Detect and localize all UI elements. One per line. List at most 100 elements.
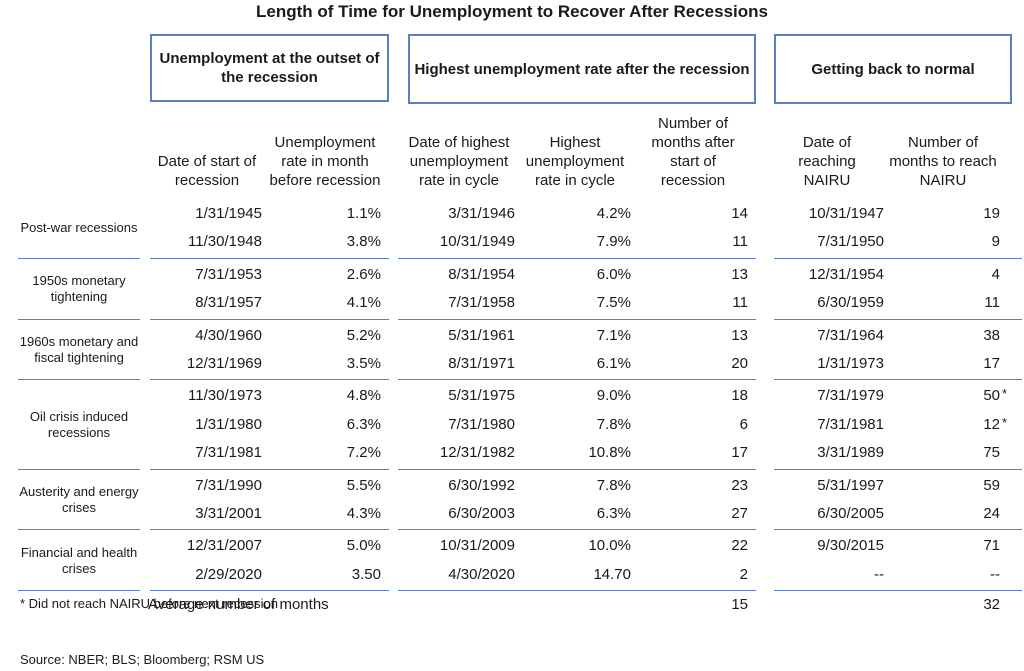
cell-start: 1/31/1980 bbox=[195, 415, 262, 433]
cell-nairu-date: 7/31/1950 bbox=[817, 233, 884, 251]
cell-rate-before: 5.2% bbox=[346, 326, 381, 344]
cell-months-nairu: 50 bbox=[983, 387, 1000, 405]
table-row: 12/31/2007 5.0% 10/31/2009 10.0% 22 9/30/2015… bbox=[0, 532, 1024, 560]
cell-start: 3/31/2001 bbox=[195, 505, 262, 522]
group-label-text: 1960s monetary and fiscal tightening bbox=[19, 333, 139, 365]
group-header-highest: Highest unemployment rate after the rece… bbox=[408, 34, 756, 104]
cell-nairu-date: 6/30/1959 bbox=[817, 294, 884, 312]
cell-months-peak: 23 bbox=[731, 476, 748, 494]
group-header-normal: Getting back to normal bbox=[774, 34, 1012, 104]
cell-nairu-date: 6/30/2005 bbox=[817, 505, 884, 522]
cell-start: 1/31/1945 bbox=[195, 205, 262, 222]
group-separator bbox=[774, 257, 1022, 259]
group-header-outset-label: Unemployment at the outset of the recess… bbox=[159, 50, 380, 86]
group-label: 1950s monetary tightening bbox=[18, 261, 140, 318]
cell-peak-date: 5/31/1961 bbox=[448, 326, 515, 344]
cell-months-nairu: 71 bbox=[983, 537, 1000, 555]
group-label: Post-war recessions bbox=[18, 200, 140, 257]
table-row: 7/31/1990 5.5% 6/30/1992 7.8% 23 5/31/1997 59 bbox=[0, 472, 1024, 500]
cell-peak-date: 7/31/1958 bbox=[448, 294, 515, 312]
col-header-rate-before: Unemployment rate in month before recess… bbox=[266, 110, 384, 190]
col-header-months-nairu-text: Number of months to reach NAIRU bbox=[889, 134, 997, 189]
cell-rate-before: 5.5% bbox=[346, 476, 381, 494]
col-header-start: Date of start of recession bbox=[145, 110, 269, 190]
cell-start: 7/31/1953 bbox=[195, 265, 262, 283]
cell-months-nairu: 17 bbox=[983, 355, 1000, 372]
table-row: 11/30/1948 3.8% 10/31/1949 7.9% 11 7/31/1950 9 bbox=[0, 228, 1024, 256]
cell-rate-before: 2.6% bbox=[346, 265, 381, 283]
table-row: 8/31/1957 4.1% 7/31/1958 7.5% 11 6/30/1959 11 bbox=[0, 289, 1024, 317]
cell-peak-rate: 7.8% bbox=[596, 476, 631, 494]
cell-months-nairu: -- bbox=[990, 565, 1000, 583]
group-separator bbox=[150, 318, 389, 320]
cell-peak-date: 10/31/1949 bbox=[439, 233, 515, 251]
group-label: Financial and health crises bbox=[18, 532, 140, 589]
cell-months-nairu: 59 bbox=[983, 476, 1000, 494]
cell-peak-rate: 7.1% bbox=[596, 326, 631, 344]
cell-nairu-date: 7/31/1981 bbox=[817, 415, 884, 433]
group-separator bbox=[150, 529, 389, 531]
cell-rate-before: 1.1% bbox=[346, 205, 381, 222]
cell-rate-before: 7.2% bbox=[346, 444, 381, 462]
group-separator bbox=[150, 379, 389, 381]
group-separator bbox=[150, 468, 389, 470]
cell-months-peak: 18 bbox=[731, 387, 748, 405]
group-label: Oil crisis induced recessions bbox=[18, 382, 140, 467]
cell-months-peak: 6 bbox=[739, 415, 748, 433]
cell-months-nairu: 9 bbox=[991, 233, 1000, 251]
source-note: Source: NBER; BLS; Bloomberg; RSM US bbox=[20, 652, 265, 667]
cell-nairu-date: 3/31/1989 bbox=[817, 444, 884, 462]
cell-rate-before: 3.50 bbox=[351, 565, 381, 583]
table-row: 3/31/2001 4.3% 6/30/2003 6.3% 27 6/30/2005 24 bbox=[0, 500, 1024, 528]
group-label: 1960s monetary and fiscal tightening bbox=[18, 322, 140, 379]
group-separator bbox=[18, 468, 140, 470]
average-label: Average number of months bbox=[148, 596, 329, 614]
group-label-text: Austerity and energy crises bbox=[19, 483, 139, 515]
cell-peak-rate: 7.8% bbox=[596, 415, 631, 433]
cell-peak-rate: 14.70 bbox=[593, 565, 631, 583]
group-separator bbox=[150, 257, 389, 259]
cell-months-peak: 20 bbox=[731, 355, 748, 372]
cell-rate-before: 5.0% bbox=[346, 537, 381, 555]
cell-months-nairu: 38 bbox=[983, 326, 1000, 344]
group-label-text: Post-war recessions bbox=[20, 220, 138, 236]
cell-nairu-date: 9/30/2015 bbox=[817, 537, 884, 555]
group-separator bbox=[774, 590, 1022, 592]
cell-rate-before: 4.1% bbox=[346, 294, 381, 312]
col-header-peak-rate-text: Highest unemployment rate in cycle bbox=[525, 134, 625, 189]
group-separator bbox=[398, 318, 756, 320]
cell-months-peak: 14 bbox=[731, 205, 748, 222]
average-row: Average number of months 15 32 bbox=[0, 591, 1024, 619]
group-label-text: 1950s monetary tightening bbox=[32, 273, 126, 305]
average-months-peak: 15 bbox=[731, 596, 748, 614]
cell-peak-rate: 10.8% bbox=[588, 444, 631, 462]
group-separator bbox=[18, 318, 140, 320]
cell-rate-before: 3.8% bbox=[346, 233, 381, 251]
cell-months-peak: 27 bbox=[731, 505, 748, 522]
cell-nairu-date: 7/31/1979 bbox=[817, 387, 884, 405]
cell-months-peak: 13 bbox=[731, 326, 748, 344]
group-separator bbox=[150, 590, 389, 592]
cell-peak-date: 5/31/1975 bbox=[448, 387, 515, 405]
col-header-peak-rate: Highest unemployment rate in cycle bbox=[520, 110, 630, 190]
col-header-nairu-date: Date of reaching NAIRU bbox=[778, 110, 876, 190]
cell-start: 11/30/1948 bbox=[188, 233, 262, 251]
cell-months-nairu: 19 bbox=[983, 205, 1000, 222]
col-header-peak-date: Date of highest unemployment rate in cyc… bbox=[398, 110, 520, 190]
table-row: 1/31/1945 1.1% 3/31/1946 4.2% 14 10/31/1947 19 bbox=[0, 200, 1024, 228]
cell-months-peak: 11 bbox=[732, 294, 748, 312]
cell-rate-before: 4.8% bbox=[346, 387, 381, 405]
group-separator bbox=[398, 529, 756, 531]
group-separator bbox=[774, 468, 1022, 470]
cell-months-peak: 2 bbox=[739, 565, 748, 583]
group-separator bbox=[398, 379, 756, 381]
group-label-text: Financial and health crises bbox=[20, 544, 138, 576]
col-header-months-nairu: Number of months to reach NAIRU bbox=[882, 110, 1004, 190]
cell-months-peak: 11 bbox=[732, 233, 748, 251]
col-header-months-peak-text: Number of months after start of recessio… bbox=[651, 115, 735, 189]
cell-rate-before: 6.3% bbox=[346, 415, 381, 433]
group-header-highest-label: Highest unemployment rate after the rece… bbox=[414, 60, 750, 78]
cell-nairu-date: 1/31/1973 bbox=[817, 355, 884, 372]
cell-peak-rate: 6.3% bbox=[596, 505, 631, 522]
